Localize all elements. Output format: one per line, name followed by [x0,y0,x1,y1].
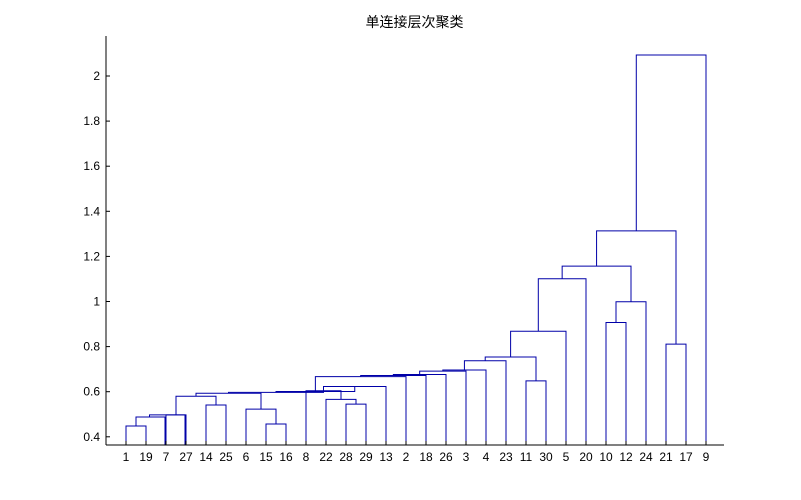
dendrogram-link [525,380,547,445]
dendrogram-links [125,54,707,445]
dendrogram-link [325,398,357,445]
dendrogram-link [125,425,147,445]
x-tick-label: 12 [619,450,633,464]
dendrogram-link [635,54,707,445]
x-tick-label: 30 [539,450,553,464]
dendrogram-link [392,374,447,445]
x-tick-label: 26 [439,450,453,464]
y-tick-label: 1.4 [83,204,100,218]
dendrogram-link [149,414,186,445]
x-tick-label: 1 [123,450,130,464]
x-tick-label: 21 [659,450,673,464]
y-tick-label: 1.6 [83,159,100,173]
dendrogram-link [605,321,627,445]
y-tick-label: 1.2 [83,249,100,263]
x-tick-label: 16 [279,450,293,464]
x-tick-label: 6 [243,450,250,464]
x-tick-label: 14 [199,450,213,464]
x-tick-label: 29 [359,450,373,464]
dendrogram-link [615,301,647,445]
dendrogram-link [323,386,387,445]
x-axis-ticks: 1 19 7 27 14 25 6 15 16 8 22 28 29 13 2 18 26 3 4 23 11 30 5 20… [123,441,710,464]
x-tick-label: 23 [499,450,513,464]
dendrogram-link [463,360,507,445]
x-tick-label: 4 [483,450,490,464]
x-tick-label: 11 [520,450,533,464]
y-tick-label: 1.8 [83,114,100,128]
chart-title: 单连接层次聚类 [365,15,464,31]
x-tick-label: 27 [179,450,193,464]
y-tick-label: 0.6 [83,385,100,399]
dendrogram-link [561,265,632,302]
x-tick-label: 28 [339,450,353,464]
dendrogram-link [665,343,687,445]
dendrogram-link [205,404,227,445]
dendrogram-link [165,414,187,445]
dendrogram-link [345,403,367,445]
x-tick-label: 22 [319,450,333,464]
dendrogram-link [596,230,677,345]
chart-axes [105,36,724,446]
x-tick-label: 10 [599,450,613,464]
x-tick-label: 9 [703,450,710,464]
x-tick-label: 5 [563,450,570,464]
x-tick-label: 24 [639,450,653,464]
dendrogram-link [245,408,277,445]
x-tick-label: 7 [163,450,170,464]
x-tick-label: 25 [219,450,233,464]
x-tick-label: 2 [403,450,410,464]
x-tick-label: 3 [463,450,470,464]
dendrogram-link [419,370,467,445]
y-tick-label: 0.8 [83,340,100,354]
dendrogram-link [135,416,166,445]
x-tick-label: 20 [579,450,593,464]
x-tick-label: 8 [303,450,310,464]
dendrogram-link [195,392,262,410]
x-tick-label: 13 [379,450,393,464]
x-tick-label: 19 [139,450,153,464]
x-tick-label: 18 [419,450,433,464]
y-tick-label: 1 [93,295,100,309]
dendrogram-link [360,374,427,445]
dendrogram-link [175,395,217,415]
x-tick-label: 15 [259,450,273,464]
y-axis-ticks: 0.4 0.6 0.8 1 1.2 1.4 1.6 1.8 2 [83,69,110,444]
dendrogram-link [442,369,487,445]
dendrogram-link [265,423,287,445]
dendrogram-link [510,330,567,445]
y-tick-label: 0.4 [83,430,100,444]
y-tick-label: 2 [93,69,100,83]
x-tick-label: 17 [679,450,693,464]
dendrogram-link [537,278,587,445]
